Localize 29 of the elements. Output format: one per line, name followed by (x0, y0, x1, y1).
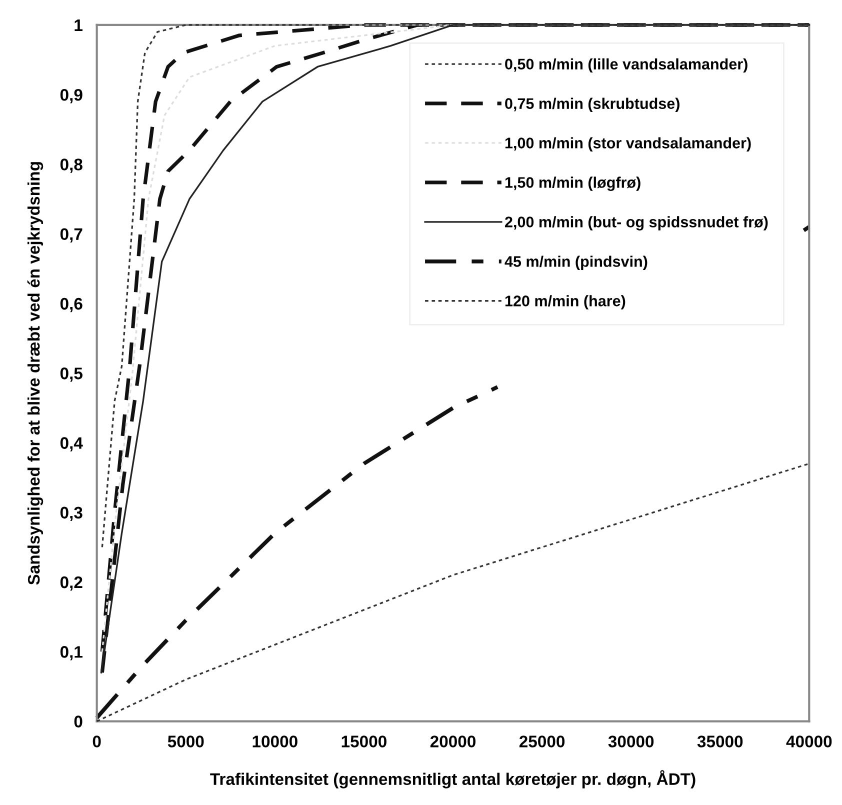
x-tick-label: 35000 (697, 736, 743, 748)
legend-label: 1,00 m/min (stor vandsalamander) (505, 137, 751, 152)
y-tick-label: 0,9 (60, 88, 82, 104)
legend-label: 1,50 m/min (løgfrø) (505, 176, 640, 191)
legend-label: 45 m/min (pindsvin) (504, 256, 648, 270)
legend-label: 120 m/min (hare) (505, 295, 626, 310)
x-tick-label: 25000 (519, 736, 565, 748)
x-tick-label: 15000 (342, 736, 386, 748)
y-tick-label: 0,1 (60, 646, 82, 660)
y-tick-label: 0,2 (60, 576, 82, 591)
x-tick-label: 40000 (786, 736, 832, 748)
x-tick-label: 0 (92, 736, 101, 748)
x-tick-label: 5000 (168, 736, 204, 748)
y-tick-label: 0,8 (60, 158, 82, 173)
x-tick-label: 20000 (430, 736, 476, 748)
y-tick-label: 0,5 (60, 368, 82, 382)
x-tick-label: 10000 (252, 736, 298, 748)
y-tick-label: 0,3 (60, 506, 82, 521)
legend-label: 0,75 m/min (skrubtudse) (505, 98, 680, 112)
legend-label: 2,00 m/min (but- og spidssnudet frø) (505, 216, 768, 230)
x-axis-title: Trafikintensitet (gennemsnitligt antal køretøjer pr. døgn, ÅDT) (210, 770, 696, 788)
y-tick-label: 0,7 (60, 228, 82, 242)
x-tick-label: 30000 (608, 736, 654, 748)
y-axis-title: Sandsynlighed for at blive dræbt ved én vejkrydsning (27, 162, 44, 585)
legend-label: 0,50 m/min (lille vandsalamander) (505, 58, 748, 73)
y-tick-label: 1 (74, 20, 82, 31)
y-tick-label: 0,6 (60, 298, 82, 312)
y-tick-label: 0 (74, 716, 82, 728)
y-tick-label: 0,4 (60, 437, 83, 452)
